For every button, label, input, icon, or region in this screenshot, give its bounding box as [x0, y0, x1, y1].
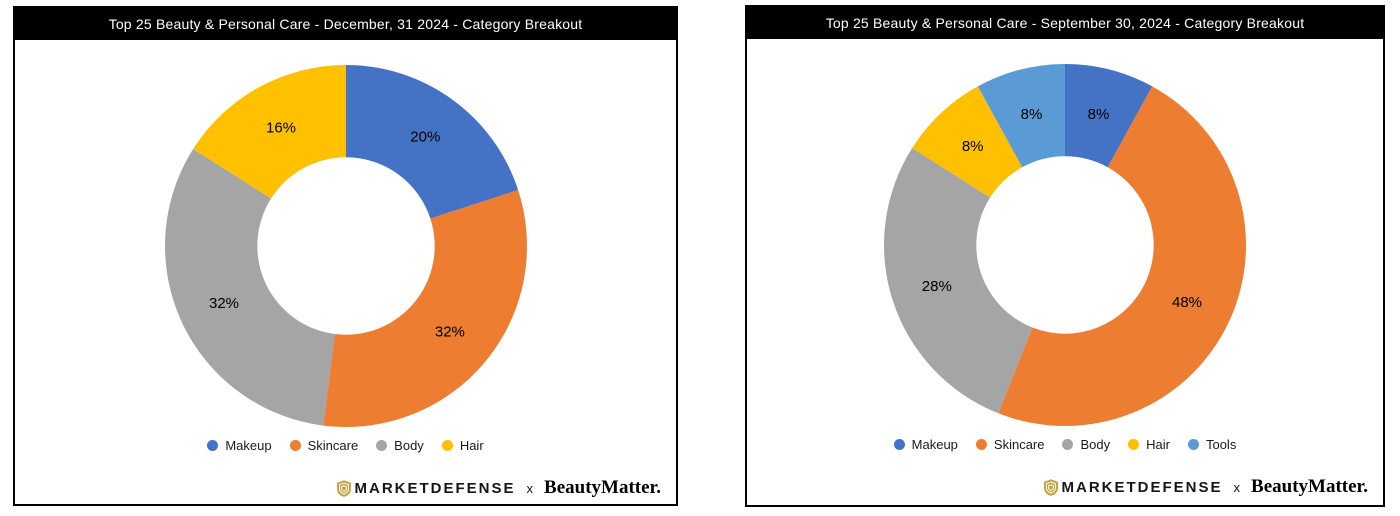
marketdefense-logo-text: MARKETDEFENSE — [1061, 478, 1223, 496]
legend-swatch — [1128, 439, 1140, 450]
chart-panel-december: Top 25 Beauty & Personal Care - December… — [13, 6, 678, 506]
slice-data-label: 32% — [208, 295, 238, 312]
legend-item-hair: Hair — [441, 438, 484, 453]
legend-item-skincare: Skincare — [289, 438, 359, 453]
collab-x-separator: x — [526, 480, 534, 496]
legend-label: Tools — [1205, 437, 1237, 452]
legend-swatch — [975, 439, 987, 450]
marketdefense-logo-text: MARKETDEFENSE — [354, 479, 516, 497]
marketdefense-shield-icon — [336, 479, 351, 497]
branding-footer: MARKETDEFENSE x BeautyMatter. — [1043, 476, 1368, 498]
slice-data-label: 32% — [434, 324, 464, 341]
legend-item-body: Body — [376, 438, 424, 453]
legend-swatch — [207, 440, 219, 451]
slice-data-label: 20% — [410, 128, 440, 145]
legend-label: Body — [394, 438, 424, 453]
donut-slice-makeup — [345, 65, 518, 219]
slice-data-label: 48% — [1172, 294, 1202, 311]
legend-item-skincare: Skincare — [975, 437, 1045, 452]
donut-slice-body — [164, 149, 335, 426]
donut-chart-december: 20% 32% 32% 16% — [164, 65, 527, 427]
legend-label: Hair — [459, 438, 484, 453]
donut-slice-skincare — [998, 86, 1247, 427]
donut-slice-makeup — [1065, 64, 1153, 168]
donut-slice-body — [884, 148, 1033, 414]
chart-legend: Makeup Skincare Body Hair Tools — [747, 437, 1383, 452]
legend-label: Body — [1080, 437, 1111, 452]
chart-title-bar: Top 25 Beauty & Personal Care - December… — [15, 8, 676, 40]
legend-item-makeup: Makeup — [893, 437, 958, 452]
legend-item-hair: Hair — [1128, 437, 1170, 452]
slice-data-label: 16% — [265, 119, 295, 136]
donut-slice-skincare — [322, 190, 527, 427]
donut-slice-hair — [912, 86, 1023, 198]
legend-label: Skincare — [993, 437, 1045, 452]
legend-label: Skincare — [307, 438, 359, 453]
legend-label: Makeup — [911, 437, 958, 452]
collab-x-separator: x — [1233, 479, 1241, 495]
chart-panel-september: Top 25 Beauty & Personal Care - Septembe… — [745, 5, 1385, 507]
legend-swatch — [1187, 439, 1199, 450]
legend-swatch — [1062, 439, 1074, 450]
chart-legend: Makeup Skincare Body Hair — [15, 438, 676, 453]
legend-swatch — [893, 439, 905, 450]
legend-label: Makeup — [225, 438, 272, 453]
beautymatter-logo-text: BeautyMatter. — [544, 477, 661, 498]
donut-slice-hair — [192, 65, 346, 199]
slice-data-label: 8% — [962, 138, 984, 155]
legend-swatch — [289, 440, 301, 451]
branding-footer: MARKETDEFENSE x BeautyMatter. — [336, 477, 661, 499]
marketdefense-shield-icon — [1043, 478, 1058, 496]
donut-chart-september: 8% 48% 28% 8% 8% — [884, 64, 1247, 427]
chart-title: Top 25 Beauty & Personal Care - December… — [108, 16, 583, 32]
legend-swatch — [376, 440, 388, 451]
beautymatter-logo-text: BeautyMatter. — [1251, 476, 1368, 497]
slice-data-label: 28% — [922, 278, 952, 295]
slice-data-label: 8% — [1021, 106, 1043, 123]
chart-title: Top 25 Beauty & Personal Care - Septembe… — [825, 15, 1305, 31]
legend-item-body: Body — [1062, 437, 1110, 452]
chart-title-bar: Top 25 Beauty & Personal Care - Septembe… — [747, 7, 1383, 39]
legend-swatch — [441, 440, 453, 451]
slice-data-label: 8% — [1088, 106, 1110, 123]
legend-item-makeup: Makeup — [207, 438, 272, 453]
donut-slice-tools — [977, 64, 1065, 168]
legend-item-tools: Tools — [1187, 437, 1237, 452]
legend-label: Hair — [1146, 437, 1170, 452]
